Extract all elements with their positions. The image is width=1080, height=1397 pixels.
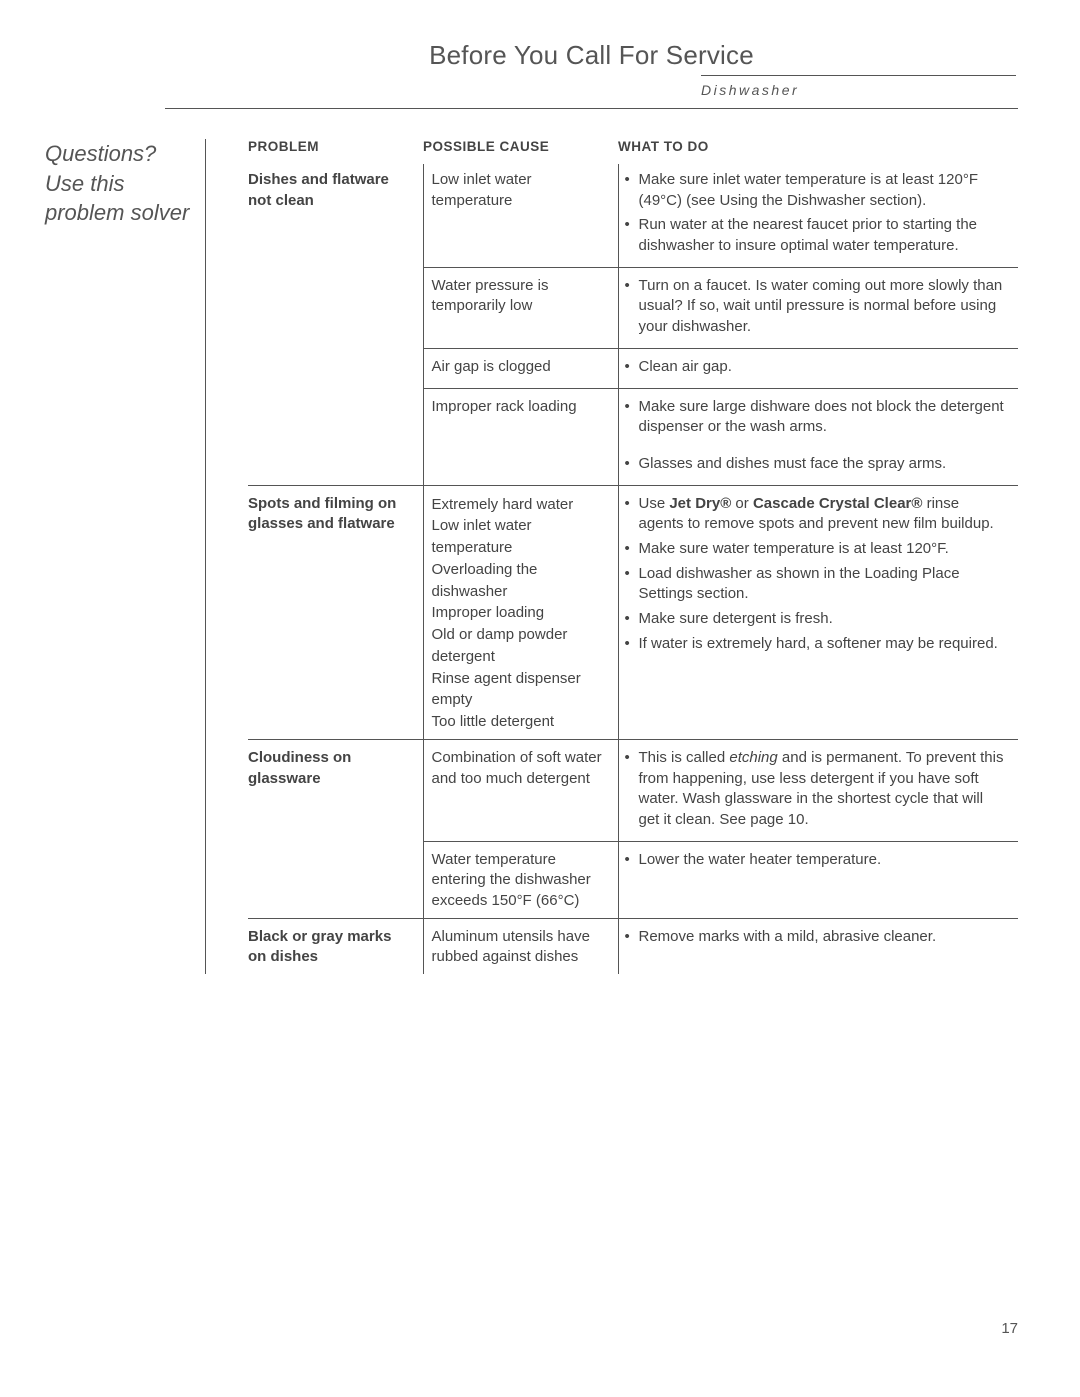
main: PROBLEM POSSIBLE CAUSE WHAT TO DO Dishes… [205,139,1018,974]
todo-list: Lower the water heater temperature. [623,850,1007,873]
table-row: Improper rack loading Make sure large dis… [248,388,1018,448]
table-row: Black or gray marks on dishesAluminum ut… [248,918,1018,974]
todo-item: Glasses and dishes must face the spray a… [639,454,1007,477]
todo-list: Use Jet Dry® or Cascade Crystal Clear® r… [623,494,1007,657]
table-row: Spots and filming on glasses and flatwar… [248,485,1018,739]
table-body: Dishes and flatware not cleanLow inlet w… [248,164,1018,974]
cause-cell: Aluminum utensils have rubbed against di… [423,918,618,974]
table-row: Water pressure is temporarily low Turn on… [248,267,1018,348]
table-row: Cloudiness on glasswareCombination of so… [248,739,1018,841]
problem-cell [248,388,423,448]
problem-cell [248,841,423,918]
page-number: 17 [1001,1320,1018,1337]
todo-item: Turn on a faucet. Is water coming out mo… [639,276,1007,340]
todo-list: Remove marks with a mild, abrasive clean… [623,927,1007,950]
todo-list: Glasses and dishes must face the spray a… [623,454,1007,477]
table-row: Dishes and flatware not cleanLow inlet w… [248,164,1018,267]
table-header-row: PROBLEM POSSIBLE CAUSE WHAT TO DO [248,139,1018,164]
cause-cell: Water temperature entering the dishwashe… [423,841,618,918]
todo-cell: Turn on a faucet. Is water coming out mo… [618,267,1018,348]
todo-item: Run water at the nearest faucet prior to… [639,215,1007,258]
subtitle-rule: Dishwasher [701,75,1016,100]
todo-item: Lower the water heater temperature. [639,850,1007,873]
cause-cell: Low inlet water temperature [423,164,618,267]
divider-top [165,108,1018,109]
troubleshoot-table: PROBLEM POSSIBLE CAUSE WHAT TO DO Dishes… [248,139,1018,974]
table-row: Glasses and dishes must face the spray a… [248,448,1018,485]
problem-cell: Dishes and flatware not clean [248,164,423,267]
todo-cell: Glasses and dishes must face the spray a… [618,448,1018,485]
problem-cell [248,348,423,388]
problem-cell: Cloudiness on glassware [248,739,423,841]
cause-cell: Extremely hard waterLow inlet water temp… [423,485,618,739]
cause-cell: Improper rack loading [423,388,618,448]
todo-cell: Lower the water heater temperature. [618,841,1018,918]
cause-cell [423,448,618,485]
todo-item: Remove marks with a mild, abrasive clean… [639,927,1007,950]
cause-cell: Water pressure is temporarily low [423,267,618,348]
header-todo: WHAT TO DO [618,139,1018,164]
todo-list: Make sure large dishware does not block … [623,397,1007,440]
todo-list: Turn on a faucet. Is water coming out mo… [623,276,1007,340]
todo-item: Make sure detergent is fresh. [639,609,1007,632]
sidebar-text: Questions? Use this problem solver [45,139,195,228]
todo-item: This is called etching and is permanent.… [639,748,1007,833]
sidebar: Questions? Use this problem solver [45,139,205,974]
problem-cell: Spots and filming on glasses and flatwar… [248,485,423,739]
problem-cell: Black or gray marks on dishes [248,918,423,974]
todo-list: This is called etching and is permanent.… [623,748,1007,833]
todo-item: Make sure water temperature is at least … [639,539,1007,562]
todo-item: Use Jet Dry® or Cascade Crystal Clear® r… [639,494,1007,537]
header-cause: POSSIBLE CAUSE [423,139,618,164]
cause-cell: Combination of soft water and too much d… [423,739,618,841]
problem-cell [248,448,423,485]
todo-item: Load dishwasher as shown in the Loading … [639,564,1007,607]
todo-cell: Make sure inlet water temperature is at … [618,164,1018,267]
todo-item: Make sure large dishware does not block … [639,397,1007,440]
table-row: Air gap is clogged Clean air gap. [248,348,1018,388]
page-title: Before You Call For Service [45,40,1018,71]
todo-cell: Clean air gap. [618,348,1018,388]
page: Before You Call For Service Dishwasher Q… [0,0,1080,1397]
content-row: Questions? Use this problem solver PROBL… [45,139,1018,974]
todo-cell: Remove marks with a mild, abrasive clean… [618,918,1018,974]
todo-list: Make sure inlet water temperature is at … [623,170,1007,259]
todo-item: Make sure inlet water temperature is at … [639,170,1007,213]
table-row: Water temperature entering the dishwashe… [248,841,1018,918]
todo-item: Clean air gap. [639,357,1007,380]
todo-cell: Make sure large dishware does not block … [618,388,1018,448]
problem-cell [248,267,423,348]
todo-list: Clean air gap. [623,357,1007,380]
subtitle: Dishwasher [701,82,799,98]
todo-cell: This is called etching and is permanent.… [618,739,1018,841]
todo-cell: Use Jet Dry® or Cascade Crystal Clear® r… [618,485,1018,739]
todo-item: If water is extremely hard, a softener m… [639,634,1007,657]
cause-cell: Air gap is clogged [423,348,618,388]
header-problem: PROBLEM [248,139,423,164]
